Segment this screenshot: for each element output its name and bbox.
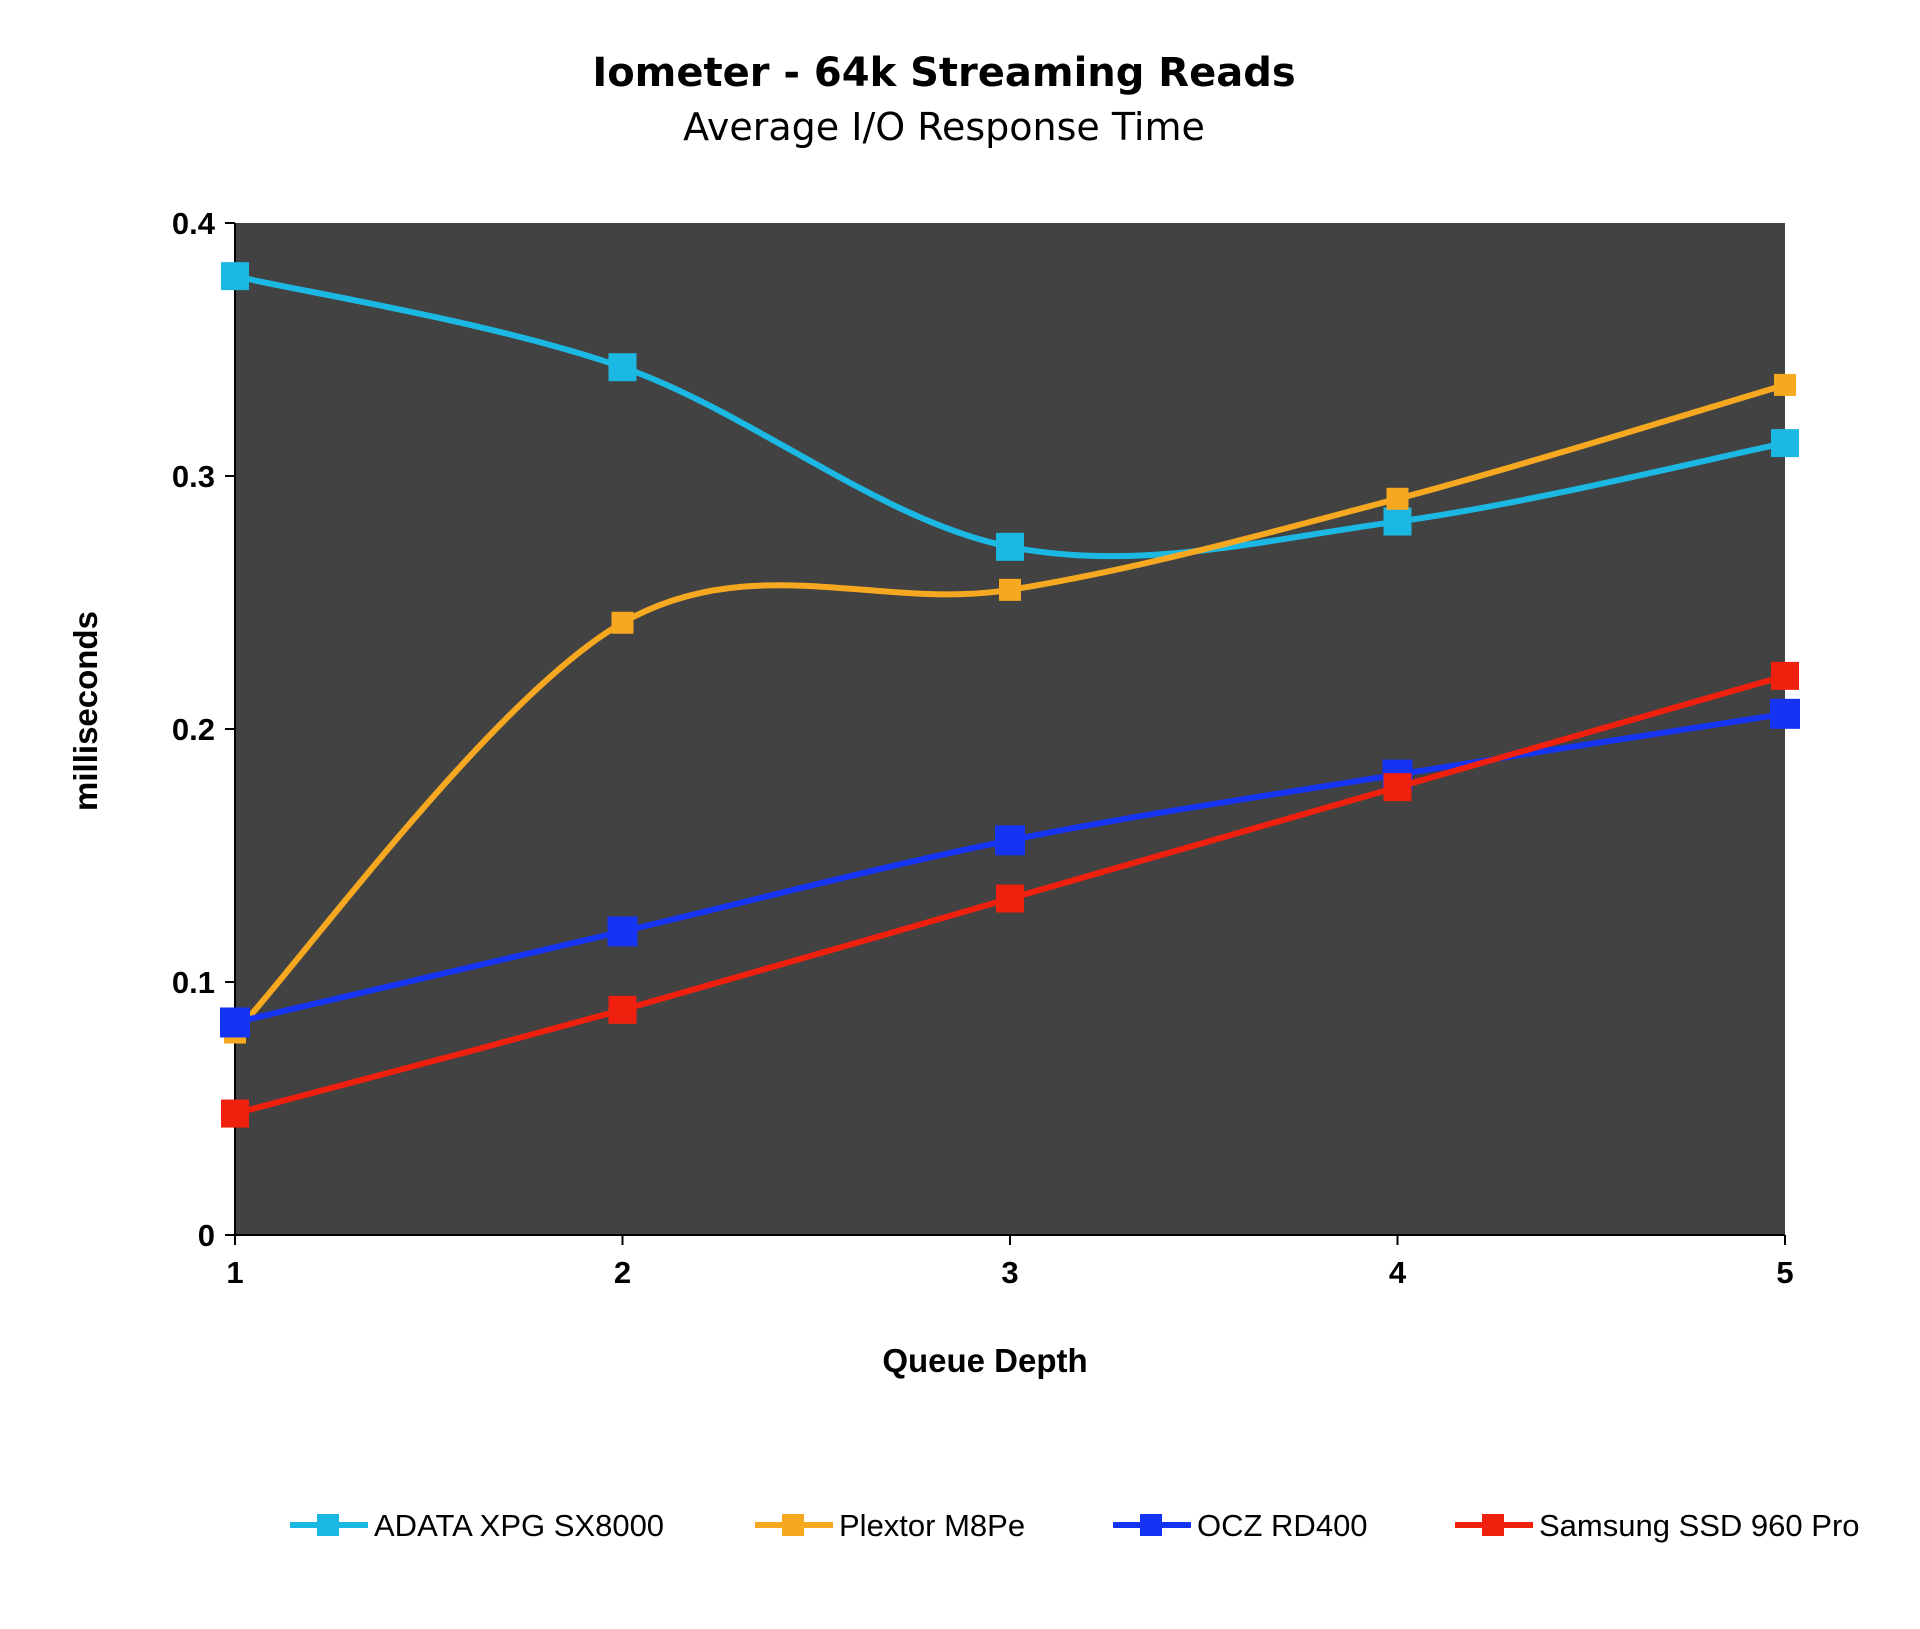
data-point xyxy=(221,1099,249,1128)
data-point xyxy=(611,611,634,634)
series-line xyxy=(232,382,1786,1035)
legend-item: Samsung SSD 960 Pro xyxy=(1455,1508,1860,1543)
series-samsung-ssd-960-pro xyxy=(221,661,1799,1128)
y-tick-label: 0.4 xyxy=(172,206,216,241)
y-tick-label: 0 xyxy=(198,1218,215,1253)
data-point xyxy=(1771,661,1799,690)
legend-label: ADATA XPG SX8000 xyxy=(374,1508,664,1543)
data-point xyxy=(1383,773,1412,802)
x-tick-label: 2 xyxy=(614,1255,631,1290)
x-tick-label: 1 xyxy=(226,1255,243,1290)
x-tick-label: 5 xyxy=(1776,1255,1793,1290)
x-tick-labels: 1 2 3 4 5 xyxy=(226,1255,1793,1290)
axes xyxy=(225,222,1786,1245)
data-point xyxy=(220,1007,250,1038)
data-point xyxy=(1383,507,1412,536)
data-point xyxy=(1774,373,1796,396)
legend: ADATA XPG SX8000 Plextor M8Pe OCZ RD400 Sam… xyxy=(290,1508,1860,1543)
data-point xyxy=(608,995,637,1024)
data-point xyxy=(607,916,638,947)
chart-subtitle: Average I/O Response Time xyxy=(683,105,1205,149)
series-ocz-rd400 xyxy=(220,698,1800,1038)
series-adata-xpg-sx8000 xyxy=(221,262,1799,561)
data-point xyxy=(996,884,1024,913)
data-point xyxy=(996,532,1024,561)
y-tick-label: 0.1 xyxy=(172,965,215,1000)
data-point xyxy=(1770,698,1800,729)
chart-title: Iometer - 64k Streaming Reads xyxy=(592,50,1295,96)
plot-area xyxy=(235,223,1785,1235)
legend-item: OCZ RD400 xyxy=(1113,1508,1368,1543)
series-layer xyxy=(220,262,1800,1128)
y-tick-label: 0.3 xyxy=(172,459,215,494)
data-point xyxy=(1771,429,1799,458)
data-point xyxy=(1386,487,1409,510)
x-axis-label: Queue Depth xyxy=(882,1342,1087,1379)
data-point xyxy=(221,262,249,291)
legend-item: Plextor M8Pe xyxy=(755,1508,1025,1543)
legend-item: ADATA XPG SX8000 xyxy=(290,1508,664,1543)
legend-label: Plextor M8Pe xyxy=(839,1508,1025,1543)
data-point xyxy=(608,353,637,382)
legend-marker xyxy=(782,1514,804,1536)
legend-marker xyxy=(1140,1514,1162,1536)
legend-label: OCZ RD400 xyxy=(1197,1508,1368,1543)
legend-label: Samsung SSD 960 Pro xyxy=(1539,1508,1860,1543)
data-point xyxy=(999,578,1021,601)
data-point xyxy=(995,825,1025,856)
x-tick-label: 4 xyxy=(1389,1255,1407,1290)
legend-marker xyxy=(317,1514,339,1536)
legend-marker xyxy=(1482,1514,1504,1536)
y-tick-labels: 0 0.1 0.2 0.3 0.4 xyxy=(172,206,216,1253)
y-axis-label: milliseconds xyxy=(67,611,104,811)
y-tick-label: 0.2 xyxy=(172,712,215,747)
x-tick-label: 3 xyxy=(1001,1255,1018,1290)
